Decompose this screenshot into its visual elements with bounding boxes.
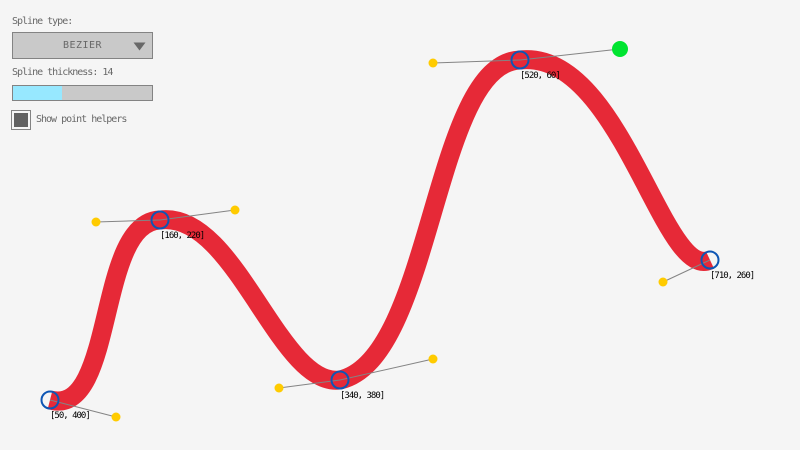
spline-type-dropdown[interactable]: BEZIER xyxy=(12,32,153,59)
checkbox-checkmark xyxy=(14,113,28,127)
show-point-helpers-checkbox[interactable] xyxy=(11,110,31,130)
control-handle-line xyxy=(278,379,341,389)
spline-thickness-slider-fill xyxy=(13,86,62,100)
control-handle-line xyxy=(95,219,161,223)
show-point-helpers-label: Show point helpers xyxy=(36,114,127,125)
control-handle-line xyxy=(519,48,621,61)
spline-curve xyxy=(47,50,714,411)
anchor-point-ring[interactable] xyxy=(330,370,350,390)
anchor-point-ring[interactable] xyxy=(700,250,720,270)
spline-thickness-label: Spline thickness: 14 xyxy=(12,67,113,78)
control-handle-line xyxy=(339,358,434,381)
control-point[interactable] xyxy=(230,205,240,215)
control-point[interactable] xyxy=(658,277,668,287)
spline-type-dropdown-value: BEZIER xyxy=(62,40,103,51)
control-handle-line xyxy=(432,59,521,64)
control-point[interactable] xyxy=(428,58,438,68)
anchor-point-ring[interactable] xyxy=(510,50,530,70)
focused-control-point[interactable] xyxy=(612,41,628,57)
control-handle-line xyxy=(49,399,117,418)
point-coordinates-label: [160, 220] xyxy=(160,231,204,241)
spline-type-label: Spline type: xyxy=(12,16,73,27)
point-coordinates-label: [710, 260] xyxy=(710,271,754,281)
point-coordinates-label: [520, 60] xyxy=(520,71,560,81)
control-handle-line xyxy=(159,209,236,221)
control-point[interactable] xyxy=(428,354,438,364)
control-point[interactable] xyxy=(91,217,101,227)
point-coordinates-label: [50, 400] xyxy=(50,411,90,421)
anchor-point-ring[interactable] xyxy=(150,210,170,230)
anchor-point-ring[interactable] xyxy=(40,390,60,410)
control-point[interactable] xyxy=(111,412,121,422)
point-coordinates-label: [340, 380] xyxy=(340,391,384,401)
chevron-down-icon xyxy=(133,42,146,51)
control-point[interactable] xyxy=(274,383,284,393)
spline-thickness-slider[interactable] xyxy=(12,85,153,101)
